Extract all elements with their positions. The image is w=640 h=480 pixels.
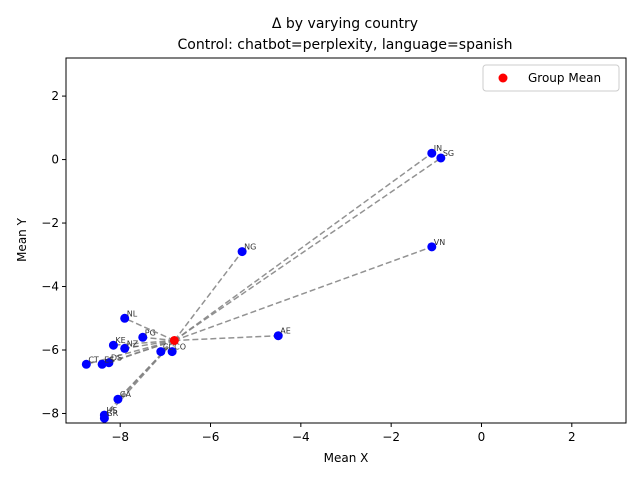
chart-subtitle: Control: chatbot=perplexity, language=sp… [178,37,513,53]
data-point [97,359,107,369]
data-point [167,347,177,357]
x-tick-label: −6 [202,430,220,444]
y-tick-label: −8 [41,406,59,420]
point-label: PG [145,328,156,337]
connector-line [124,317,175,342]
point-label: GR [106,409,118,418]
connector-line [142,336,175,342]
point-label: DS [111,354,122,363]
legend: Group Mean [482,64,620,92]
point-label: NZ [127,339,139,348]
point-label: KE [115,336,125,345]
chart-title: Δ by varying country [272,16,418,32]
data-point [113,394,123,404]
connector-line [173,157,442,342]
x-tick-label: −8 [111,430,129,444]
x-tick-label: 0 [478,430,486,444]
data-point [104,358,114,368]
point-label: CA [120,390,132,399]
data-point [427,148,437,158]
y-tick-label: −6 [41,343,59,357]
connector-lines [86,152,442,419]
point-label: CO [174,343,186,352]
plot-frame [65,57,627,424]
point-label: US [106,406,117,415]
point-label: CL [163,343,174,352]
data-point [156,347,166,357]
connector-line [174,246,433,342]
x-tick-label: −4 [292,430,310,444]
y-tick-label: 0 [51,153,59,167]
connector-line [124,339,175,350]
y-axis-label: Mean Y [15,217,29,262]
point-label: IN [434,144,442,153]
data-point [436,153,446,163]
data-point [427,242,437,252]
point-label: NG [244,243,256,252]
connector-line [108,339,175,364]
group-mean-point [169,335,179,345]
y-tick-label: −2 [41,216,59,230]
point-label: VN [434,238,445,247]
connector-line [174,334,279,342]
x-axis-label: Mean X [324,451,369,465]
connector-line [173,251,243,341]
y-axis-ticks: −8 −6 −4 −2 0 2 [41,89,66,420]
legend-label: Group Mean [528,71,601,85]
x-tick-label: −2 [382,430,400,444]
data-point [120,313,130,323]
legend-box [482,64,620,92]
data-point [138,332,148,342]
data-point [120,343,130,353]
data-points [81,148,446,423]
data-point [81,359,91,369]
y-tick-label: 2 [51,89,59,103]
point-label: CT [88,355,99,364]
data-point [99,413,109,423]
legend-marker [498,73,508,83]
point-label: SG [443,149,454,158]
point-label: NL [127,309,138,318]
data-point [273,331,283,341]
x-axis-ticks: −8 −6 −4 −2 0 2 [111,423,576,444]
connector-line [173,152,433,342]
point-label: ES [104,355,114,364]
x-tick-label: 2 [568,430,576,444]
data-point [108,340,118,350]
y-tick-label: −4 [41,280,59,294]
point-label: AE [280,327,291,336]
data-point [237,247,247,257]
group-mean-layer [169,335,179,345]
